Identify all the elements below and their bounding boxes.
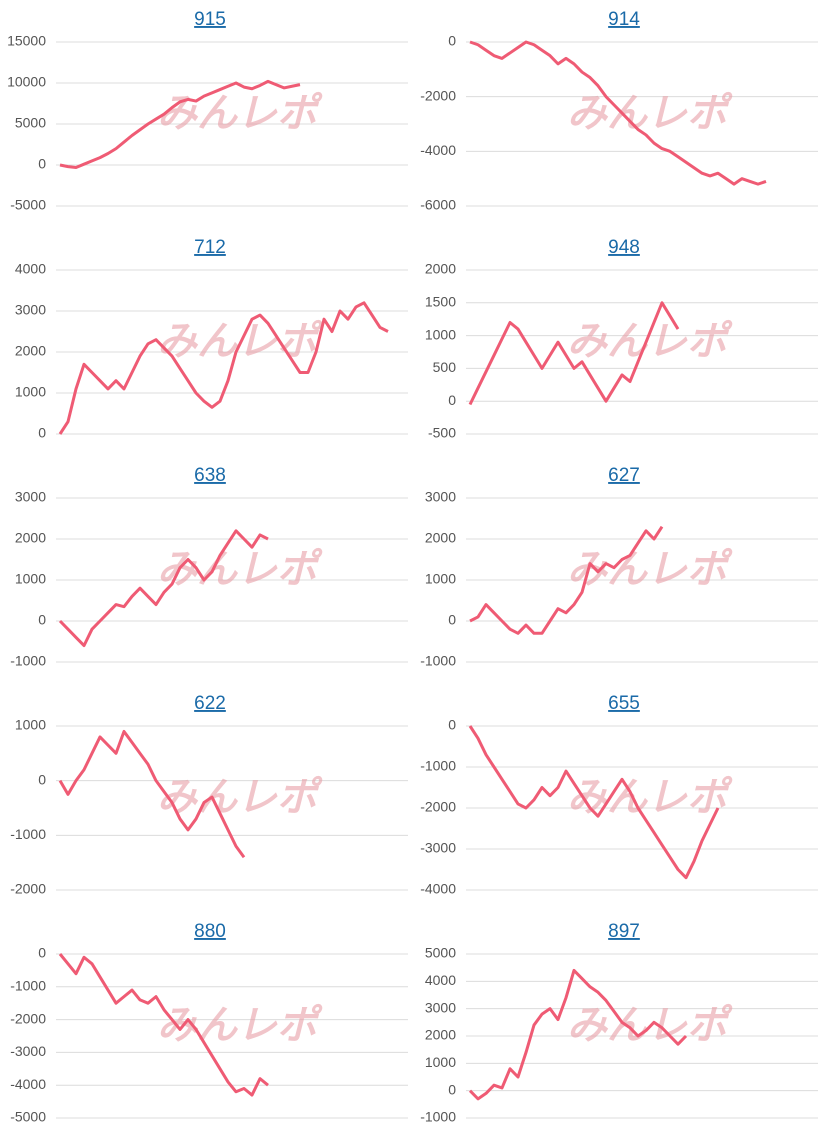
y-tick-label: 0	[38, 156, 46, 172]
y-tick-label: 1000	[425, 326, 456, 342]
y-tick-label: -5000	[10, 1109, 46, 1125]
y-tick-label: 0	[38, 612, 46, 628]
chart-title[interactable]: 655	[608, 693, 640, 714]
y-tick-label: 0	[448, 33, 456, 49]
data-line	[468, 968, 688, 1101]
data-line	[58, 729, 246, 859]
y-tick-label: 0	[38, 771, 46, 787]
y-tick-label: 2000	[425, 1027, 456, 1043]
y-tick-label: -1000	[420, 1109, 456, 1125]
y-tick-label: -2000	[10, 881, 46, 897]
data-line	[58, 301, 389, 435]
data-line	[58, 953, 269, 1097]
y-tick-label: 0	[448, 717, 456, 733]
chart-title[interactable]: 914	[608, 9, 640, 30]
chart-title[interactable]: 897	[608, 921, 640, 942]
y-tick-label: -6000	[420, 197, 456, 213]
watermark: みんレポ	[157, 92, 323, 136]
y-tick-label: -4000	[10, 1076, 46, 1092]
y-tick-label: 4000	[425, 972, 456, 988]
chart-title[interactable]: 948	[608, 237, 640, 258]
y-tick-label: 3000	[15, 489, 46, 505]
data-line	[468, 301, 680, 406]
y-tick-label: -1000	[420, 653, 456, 669]
y-tick-label: 4000	[15, 261, 46, 277]
y-tick-label: 500	[433, 359, 457, 375]
y-tick-label: 3000	[425, 999, 456, 1015]
y-tick-label: 0	[448, 392, 456, 408]
y-tick-label: 1000	[15, 571, 46, 587]
y-tick-label: -1000	[10, 826, 46, 842]
watermark: みんレポ	[567, 92, 733, 136]
y-tick-label: -5000	[10, 197, 46, 213]
y-tick-label: -1000	[420, 758, 456, 774]
y-tick-label: -4000	[420, 881, 456, 897]
data-line	[469, 40, 767, 186]
chart-title[interactable]: 880	[194, 921, 226, 942]
chart-title[interactable]: 627	[608, 465, 640, 486]
y-tick-label: -2000	[420, 87, 456, 103]
y-tick-label: -500	[428, 425, 456, 441]
watermark: みんレポ	[567, 320, 733, 364]
y-tick-label: 3000	[425, 489, 456, 505]
data-line	[469, 525, 664, 635]
y-tick-label: -4000	[420, 142, 456, 158]
data-line	[58, 529, 269, 648]
y-tick-label: 0	[38, 945, 46, 961]
watermark: みんレポ	[157, 548, 323, 592]
y-tick-label: 2000	[15, 530, 46, 546]
data-line	[468, 725, 720, 880]
y-tick-label: 2000	[15, 343, 46, 359]
y-tick-label: 10000	[7, 74, 46, 90]
y-tick-label: -3000	[420, 840, 456, 856]
y-tick-label: 1000	[15, 717, 46, 733]
watermark: みんレポ	[567, 776, 733, 820]
y-tick-label: 1000	[425, 571, 456, 587]
y-tick-label: 0	[38, 425, 46, 441]
y-tick-label: -2000	[420, 799, 456, 815]
y-tick-label: 0	[448, 612, 456, 628]
y-tick-label: 5000	[15, 115, 46, 131]
chart-title[interactable]: 622	[194, 693, 226, 714]
y-tick-label: -2000	[10, 1010, 46, 1026]
y-tick-label: -1000	[10, 978, 46, 994]
y-tick-label: 2000	[425, 530, 456, 546]
data-line	[59, 79, 301, 169]
y-tick-label: -3000	[10, 1043, 46, 1059]
y-tick-label: 5000	[425, 945, 456, 961]
watermark: みんレポ	[567, 548, 733, 592]
watermark: みんレポ	[157, 776, 323, 820]
y-tick-label: 2000	[425, 261, 456, 277]
chart-title[interactable]: 915	[194, 9, 226, 30]
y-tick-label: 1000	[425, 1054, 456, 1070]
y-tick-label: -1000	[10, 653, 46, 669]
chart-title[interactable]: 712	[194, 237, 226, 258]
y-tick-label: 15000	[7, 33, 46, 49]
y-tick-label: 1000	[15, 384, 46, 400]
chart-title[interactable]: 638	[194, 465, 226, 486]
y-tick-label: 1500	[425, 294, 456, 310]
y-tick-label: 0	[448, 1081, 456, 1097]
y-tick-label: 3000	[15, 302, 46, 318]
